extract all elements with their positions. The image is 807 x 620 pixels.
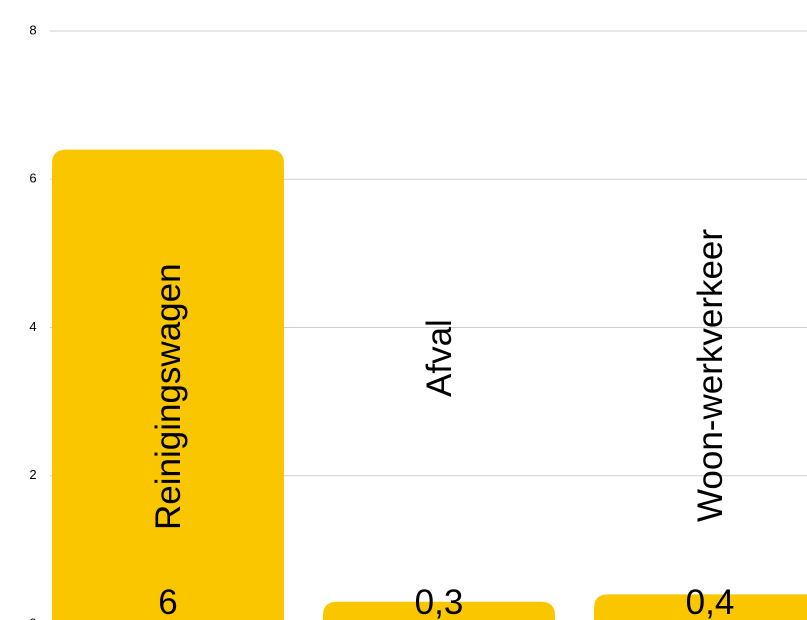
category-label: Reinigingswagen <box>149 263 188 530</box>
bar <box>52 149 284 620</box>
category-label: Woon-werkverkeer <box>691 229 730 522</box>
category-label: Afval <box>420 319 459 397</box>
value-label: 6 <box>158 583 177 620</box>
y-tick-label: 6 <box>29 171 36 186</box>
bar <box>323 601 555 620</box>
y-tick-label: 4 <box>29 319 36 334</box>
value-label: 0,3 <box>415 583 464 620</box>
bar <box>594 594 807 620</box>
y-tick-label: 0 <box>29 615 36 620</box>
value-label: 0,4 <box>686 583 735 620</box>
y-tick-label: 8 <box>29 22 36 37</box>
y-tick-label: 2 <box>29 467 36 482</box>
